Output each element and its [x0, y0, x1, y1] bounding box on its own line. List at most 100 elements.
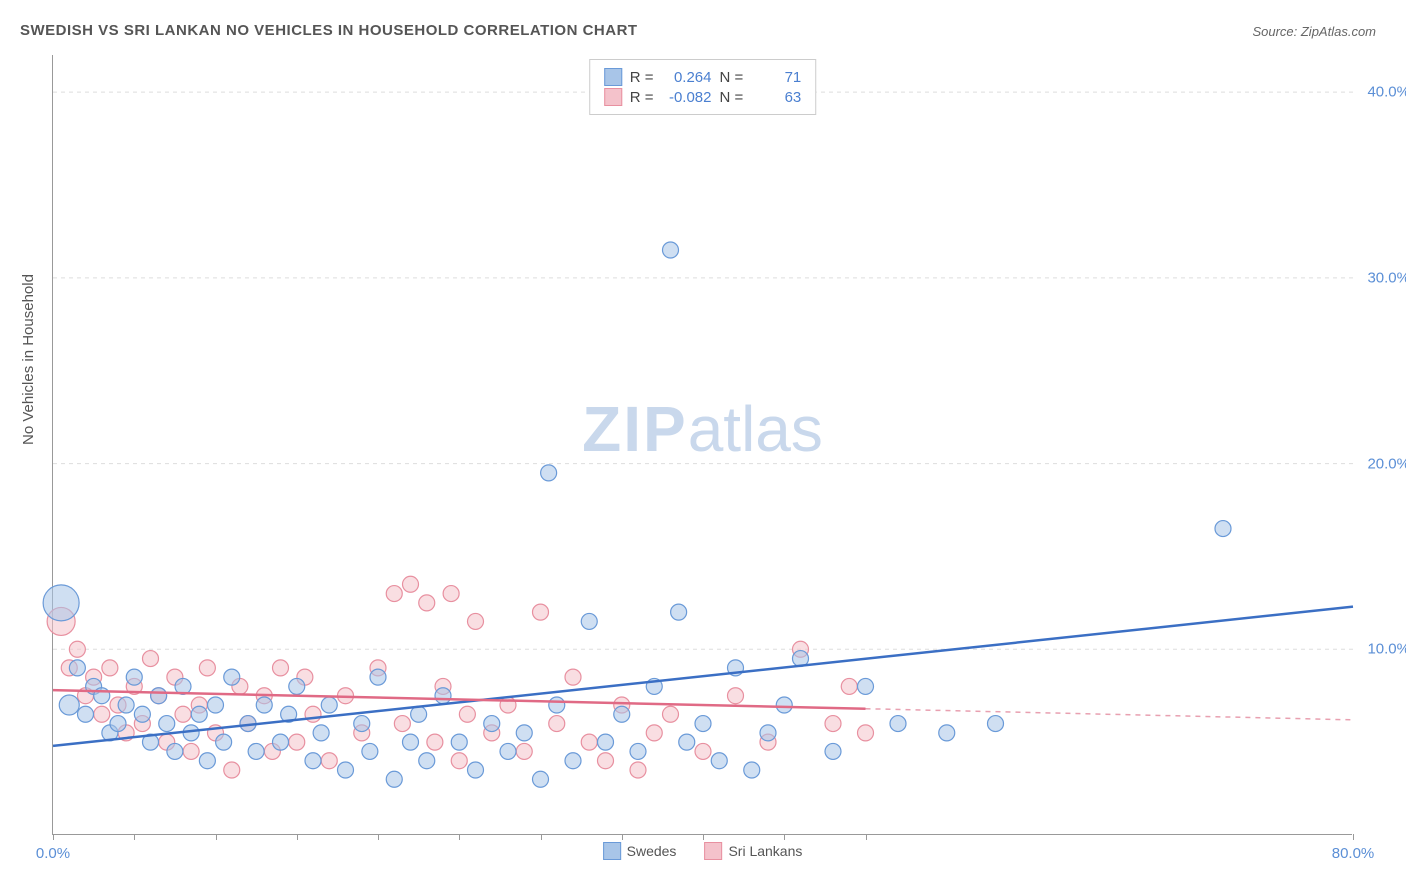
xtick: [541, 834, 542, 840]
scatter-point: [614, 706, 630, 722]
scatter-point: [78, 706, 94, 722]
scatter-point: [199, 660, 215, 676]
scatter-point: [151, 688, 167, 704]
scatter-point: [305, 753, 321, 769]
scatter-point: [370, 669, 386, 685]
scatter-point: [191, 706, 207, 722]
scatter-point: [118, 697, 134, 713]
scatter-point: [183, 743, 199, 759]
trend-line-srilankans-extend: [866, 709, 1354, 720]
ytick-label: 40.0%: [1367, 84, 1406, 101]
scatter-point: [760, 725, 776, 741]
scatter-point: [321, 697, 337, 713]
scatter-point: [443, 586, 459, 602]
scatter-point: [321, 753, 337, 769]
xtick: [378, 834, 379, 840]
scatter-point: [451, 753, 467, 769]
scatter-point: [484, 716, 500, 732]
scatter-point: [69, 660, 85, 676]
scatter-point: [435, 688, 451, 704]
scatter-point: [695, 743, 711, 759]
scatter-point: [403, 734, 419, 750]
scatter-point: [273, 660, 289, 676]
scatter-point: [841, 678, 857, 694]
scatter-point: [890, 716, 906, 732]
legend-series: Swedes Sri Lankans: [603, 842, 803, 860]
xtick: [459, 834, 460, 840]
scatter-point: [419, 595, 435, 611]
scatter-point: [143, 651, 159, 667]
scatter-point: [459, 706, 475, 722]
scatter-point: [711, 753, 727, 769]
scatter-point: [858, 678, 874, 694]
chart-svg: [53, 55, 1352, 834]
scatter-point: [273, 734, 289, 750]
xtick-label: 0.0%: [36, 845, 70, 862]
chart-title: SWEDISH VS SRI LANKAN NO VEHICLES IN HOU…: [20, 22, 638, 39]
scatter-point: [468, 613, 484, 629]
swatch-swedes-bottom: [603, 842, 621, 860]
scatter-point: [695, 716, 711, 732]
scatter-point: [533, 771, 549, 787]
scatter-point: [598, 753, 614, 769]
scatter-point: [354, 716, 370, 732]
xtick: [622, 834, 623, 840]
scatter-point: [565, 753, 581, 769]
scatter-point: [338, 762, 354, 778]
scatter-point: [159, 716, 175, 732]
scatter-point: [858, 725, 874, 741]
xtick: [784, 834, 785, 840]
scatter-point: [362, 743, 378, 759]
scatter-point: [646, 725, 662, 741]
xtick: [216, 834, 217, 840]
scatter-point: [313, 725, 329, 741]
xtick-label: 80.0%: [1332, 845, 1375, 862]
scatter-point: [427, 734, 443, 750]
swatch-srilankans: [604, 88, 622, 106]
scatter-point: [744, 762, 760, 778]
scatter-point: [541, 465, 557, 481]
scatter-point: [43, 585, 79, 621]
ytick-label: 30.0%: [1367, 269, 1406, 286]
scatter-point: [549, 697, 565, 713]
scatter-point: [1215, 521, 1231, 537]
scatter-point: [581, 613, 597, 629]
scatter-point: [516, 725, 532, 741]
scatter-point: [451, 734, 467, 750]
scatter-point: [126, 669, 142, 685]
scatter-point: [939, 725, 955, 741]
scatter-point: [102, 660, 118, 676]
scatter-point: [289, 678, 305, 694]
scatter-point: [549, 716, 565, 732]
scatter-point: [630, 762, 646, 778]
scatter-point: [663, 706, 679, 722]
scatter-point: [224, 762, 240, 778]
scatter-point: [69, 641, 85, 657]
legend-correlation: R = 0.264 N = 71 R = -0.082 N = 63: [589, 59, 817, 115]
scatter-point: [825, 743, 841, 759]
scatter-point: [167, 743, 183, 759]
legend-swedes-label: Swedes: [627, 843, 677, 859]
xtick: [297, 834, 298, 840]
scatter-point: [224, 669, 240, 685]
scatter-point: [289, 734, 305, 750]
scatter-point: [671, 604, 687, 620]
plot-area: ZIPatlas R = 0.264 N = 71 R = -0.082 N =…: [52, 55, 1352, 835]
scatter-point: [394, 716, 410, 732]
scatter-point: [776, 697, 792, 713]
scatter-point: [305, 706, 321, 722]
xtick: [703, 834, 704, 840]
scatter-point: [411, 706, 427, 722]
scatter-point: [208, 697, 224, 713]
scatter-point: [59, 695, 79, 715]
scatter-point: [386, 586, 402, 602]
scatter-point: [679, 734, 695, 750]
scatter-point: [728, 688, 744, 704]
xtick: [134, 834, 135, 840]
xtick: [1353, 834, 1354, 840]
scatter-point: [581, 734, 597, 750]
y-axis-label: No Vehicles in Household: [20, 274, 37, 445]
scatter-point: [134, 706, 150, 722]
scatter-point: [216, 734, 232, 750]
scatter-point: [248, 743, 264, 759]
